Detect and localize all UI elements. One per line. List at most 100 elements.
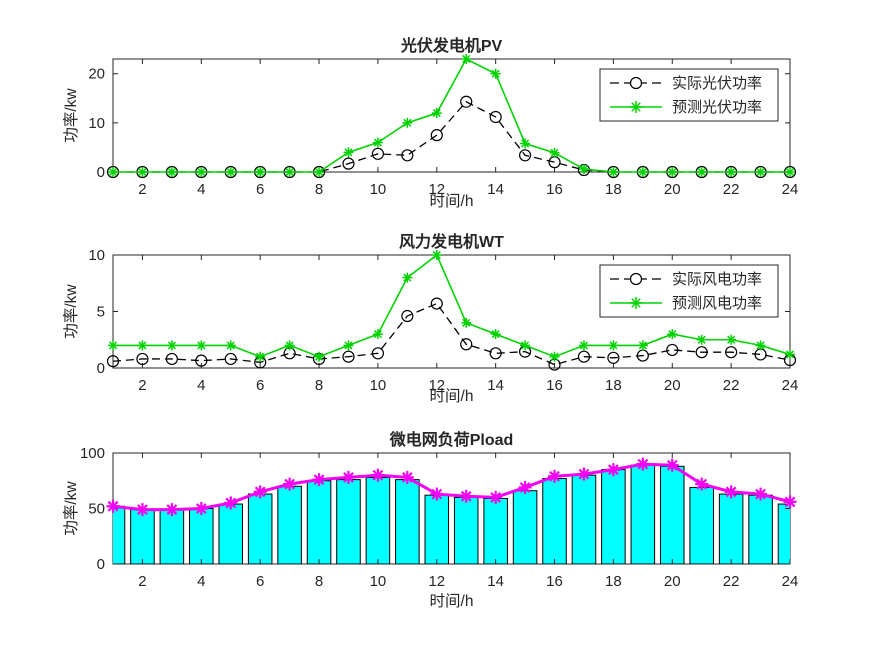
asterisk-arm (226, 167, 235, 177)
pload-y-tick-label: 0 (97, 556, 105, 573)
pload-xlabel: 时间/h (430, 592, 474, 610)
pv-x-tick-label: 16 (546, 181, 563, 198)
asterisk-arm (344, 341, 353, 350)
asterisk-marker (637, 340, 648, 351)
circle-marker (489, 347, 502, 360)
asterisk-marker (637, 167, 648, 177)
circle-marker (577, 350, 591, 363)
asterisk-marker (489, 490, 503, 504)
asterisk-marker (549, 351, 560, 362)
asterisk-arm (578, 468, 590, 480)
pv-x-tick-label: 12 (428, 181, 445, 198)
asterisk-arm (314, 167, 324, 177)
asterisk-marker (696, 167, 707, 177)
pload-bars (113, 464, 790, 564)
wt-x-tick-label: 24 (782, 377, 799, 394)
pload-bar (512, 490, 538, 564)
pload-series-0 (106, 457, 797, 517)
wt-ylabel: 功率/kw (62, 284, 80, 339)
circle-marker (725, 346, 738, 359)
wt-x-tick-label: 22 (723, 377, 740, 394)
asterisk-marker (695, 477, 709, 491)
asterisk-marker (255, 167, 266, 177)
pv-x-tick-label: 8 (315, 181, 323, 198)
pv-legend-label-1: 预测光伏功率 (672, 99, 762, 116)
asterisk-marker (577, 467, 591, 481)
asterisk-marker (490, 68, 501, 79)
asterisk-arm (138, 167, 147, 177)
subplot-wt: 2 4 6 8 10 12 14 16 18 20 22 240510风力发电机WT时间/h功率/kw… (62, 232, 798, 405)
asterisk-arm (697, 167, 706, 177)
asterisk-arm (521, 139, 530, 148)
asterisk-arm (197, 167, 206, 177)
asterisk-marker (225, 340, 236, 351)
asterisk-marker (430, 487, 444, 501)
pload-y-tick-label: 50 (88, 501, 105, 518)
circle-marker (136, 352, 149, 366)
asterisk-marker (755, 340, 766, 351)
asterisk-marker (196, 340, 207, 351)
asterisk-arm (608, 464, 619, 476)
asterisk-marker (314, 351, 325, 362)
asterisk-arm (462, 318, 471, 327)
pload-x-tick-label: 2 (138, 573, 146, 590)
asterisk-arm (226, 341, 235, 350)
circle-marker (371, 147, 385, 160)
wt-x-tick-label: 8 (315, 377, 323, 394)
asterisk-arm (403, 118, 412, 127)
asterisk-marker (549, 147, 560, 158)
pload-title: 微电网负荷Pload (389, 430, 514, 449)
pload-bar (659, 465, 685, 564)
asterisk-marker (696, 334, 707, 345)
asterisk-arm (785, 167, 795, 177)
asterisk-arm (166, 504, 178, 515)
asterisk-arm (197, 341, 206, 350)
pv-x-tick-label: 6 (256, 181, 264, 198)
asterisk-marker (196, 167, 207, 177)
asterisk-marker (520, 340, 531, 351)
wt-y-tick-label: 0 (97, 360, 105, 377)
pload-bar (424, 494, 450, 564)
asterisk-arm (108, 341, 118, 350)
asterisk-arm (401, 472, 413, 483)
pload-ylabel: 功率/kw (62, 481, 80, 536)
asterisk-arm (755, 488, 766, 500)
pv-legend-box (599, 68, 779, 122)
asterisk-arm (638, 167, 647, 177)
circle-marker (342, 157, 355, 170)
asterisk-marker (606, 463, 620, 477)
asterisk-marker (520, 138, 531, 149)
asterisk-arm (784, 496, 796, 508)
asterisk-marker (108, 167, 118, 177)
asterisk-arm (138, 341, 147, 350)
pload-x-tick-label: 24 (782, 573, 799, 590)
subplot-pload: 2 4 6 8 10 12 14 16 18 20 22 24050100微电网负荷Pload时间/h… (62, 430, 799, 610)
asterisk-arm (550, 148, 559, 157)
pload-bar (718, 493, 744, 564)
pload-x-tick-label: 8 (315, 573, 323, 590)
pv-x-tick-label: 2 (138, 181, 146, 198)
pload-axes-frame (112, 452, 791, 565)
asterisk-arm (432, 108, 441, 118)
asterisk-arm (785, 350, 795, 359)
wt-legend-box (599, 264, 779, 318)
asterisk-marker (578, 340, 589, 351)
circle-marker (695, 346, 708, 359)
pv-x-tick-label: 10 (370, 181, 387, 198)
asterisk-arm (254, 486, 266, 498)
wt-xlabel: 时间/h (430, 387, 474, 405)
circle-marker (607, 351, 620, 364)
asterisk-arm (343, 472, 354, 483)
asterisk-arm (284, 478, 295, 490)
asterisk-arm (668, 330, 677, 339)
pload-x-tick-label: 12 (428, 573, 445, 590)
pv-x-tick-label: 14 (487, 181, 504, 198)
pload-bar (542, 478, 567, 564)
pload-x-tick-label: 20 (664, 573, 681, 590)
asterisk-marker (608, 167, 619, 177)
pload-bar (748, 494, 773, 564)
pv-x-tick-label: 18 (605, 181, 622, 198)
